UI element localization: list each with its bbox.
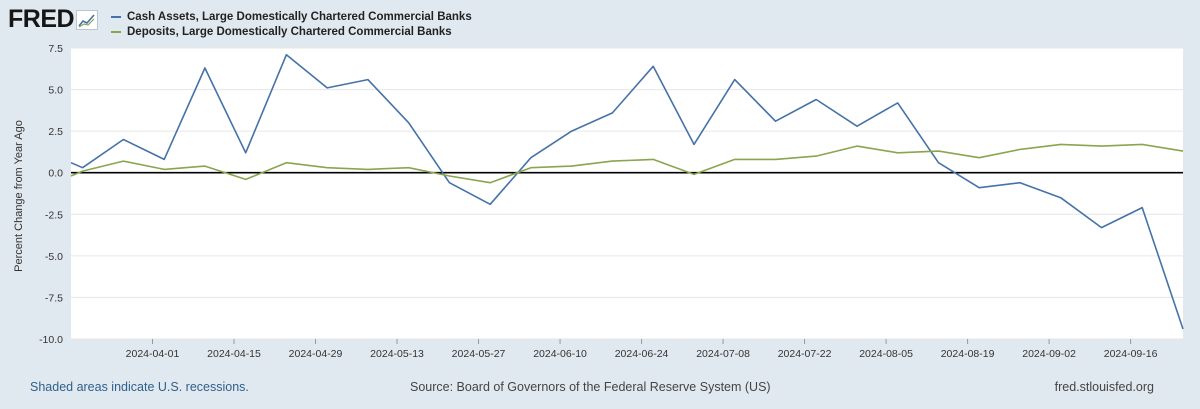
x-tick-label: 2024-05-27 xyxy=(452,348,506,360)
footer: Shaded areas indicate U.S. recessions. S… xyxy=(0,376,1200,400)
y-tick-label: 0.0 xyxy=(48,168,63,180)
x-tick-label: 2024-09-02 xyxy=(1022,348,1076,360)
x-axis: 2024-04-01 2024-04-15 2024-04-29 2024-05-13… xyxy=(126,339,1158,360)
legend-label-deposits: Deposits, Large Domestically Chartered C… xyxy=(127,26,452,38)
y-tick-label: -5.0 xyxy=(45,251,63,263)
legend-label-cash-assets: Cash Assets, Large Domestically Chartere… xyxy=(127,11,472,23)
series-layer xyxy=(70,53,1184,330)
plot-background xyxy=(71,48,1183,339)
x-tick-label: 2024-04-29 xyxy=(289,348,343,360)
source-note: Source: Board of Governors of the Federa… xyxy=(410,380,771,394)
legend-item-deposits[interactable]: Deposits, Large Domestically Chartered C… xyxy=(111,25,472,39)
y-tick-label: 7.5 xyxy=(48,43,63,55)
y-axis-label: Percent Change from Year Ago xyxy=(13,120,25,272)
site-link[interactable]: fred.stlouisfed.org xyxy=(1054,380,1154,394)
x-tick-label: 2024-06-24 xyxy=(615,348,669,360)
chart-icon xyxy=(76,10,99,30)
logo-text: FRED xyxy=(8,5,75,33)
x-tick-label: 2024-08-19 xyxy=(941,348,995,360)
x-tick-label: 2024-09-16 xyxy=(1104,348,1158,360)
chart-area: 7.5 5.0 2.5 0.0 -2.5 -5.0 -7.5 -10.0 2024-04-01… xyxy=(0,40,1200,370)
x-tick-label: 2024-08-05 xyxy=(859,348,913,360)
legend: Cash Assets, Large Domestically Chartere… xyxy=(111,10,472,40)
chart-header: FRED Cash Assets, Large Domestically Cha… xyxy=(0,0,1200,44)
y-tick-label: 2.5 xyxy=(48,126,63,138)
series-line-cash-assets[interactable] xyxy=(70,53,1184,330)
y-tick-label: -7.5 xyxy=(45,292,63,304)
x-tick-label: 2024-07-22 xyxy=(778,348,832,360)
x-tick-label: 2024-05-13 xyxy=(370,348,424,360)
series-line-deposits[interactable] xyxy=(70,143,1184,184)
y-tick-label: -2.5 xyxy=(45,209,63,221)
x-tick-label: 2024-04-01 xyxy=(126,348,180,360)
recession-note: Shaded areas indicate U.S. recessions. xyxy=(30,380,249,394)
x-tick-label: 2024-07-08 xyxy=(696,348,750,360)
line-chart[interactable]: 7.5 5.0 2.5 0.0 -2.5 -5.0 -7.5 -10.0 2024-04-01… xyxy=(0,40,1200,370)
legend-item-cash-assets[interactable]: Cash Assets, Large Domestically Chartere… xyxy=(111,10,472,24)
y-tick-label: 5.0 xyxy=(48,85,63,97)
legend-swatch-cash-assets xyxy=(111,16,121,18)
x-tick-label: 2024-06-10 xyxy=(533,348,587,360)
fred-logo[interactable]: FRED xyxy=(8,5,99,33)
x-tick-label: 2024-04-15 xyxy=(207,348,261,360)
y-tick-label: -10.0 xyxy=(39,334,63,346)
legend-swatch-deposits xyxy=(111,31,121,33)
y-axis: 7.5 5.0 2.5 0.0 -2.5 -5.0 -7.5 -10.0 xyxy=(39,43,63,346)
